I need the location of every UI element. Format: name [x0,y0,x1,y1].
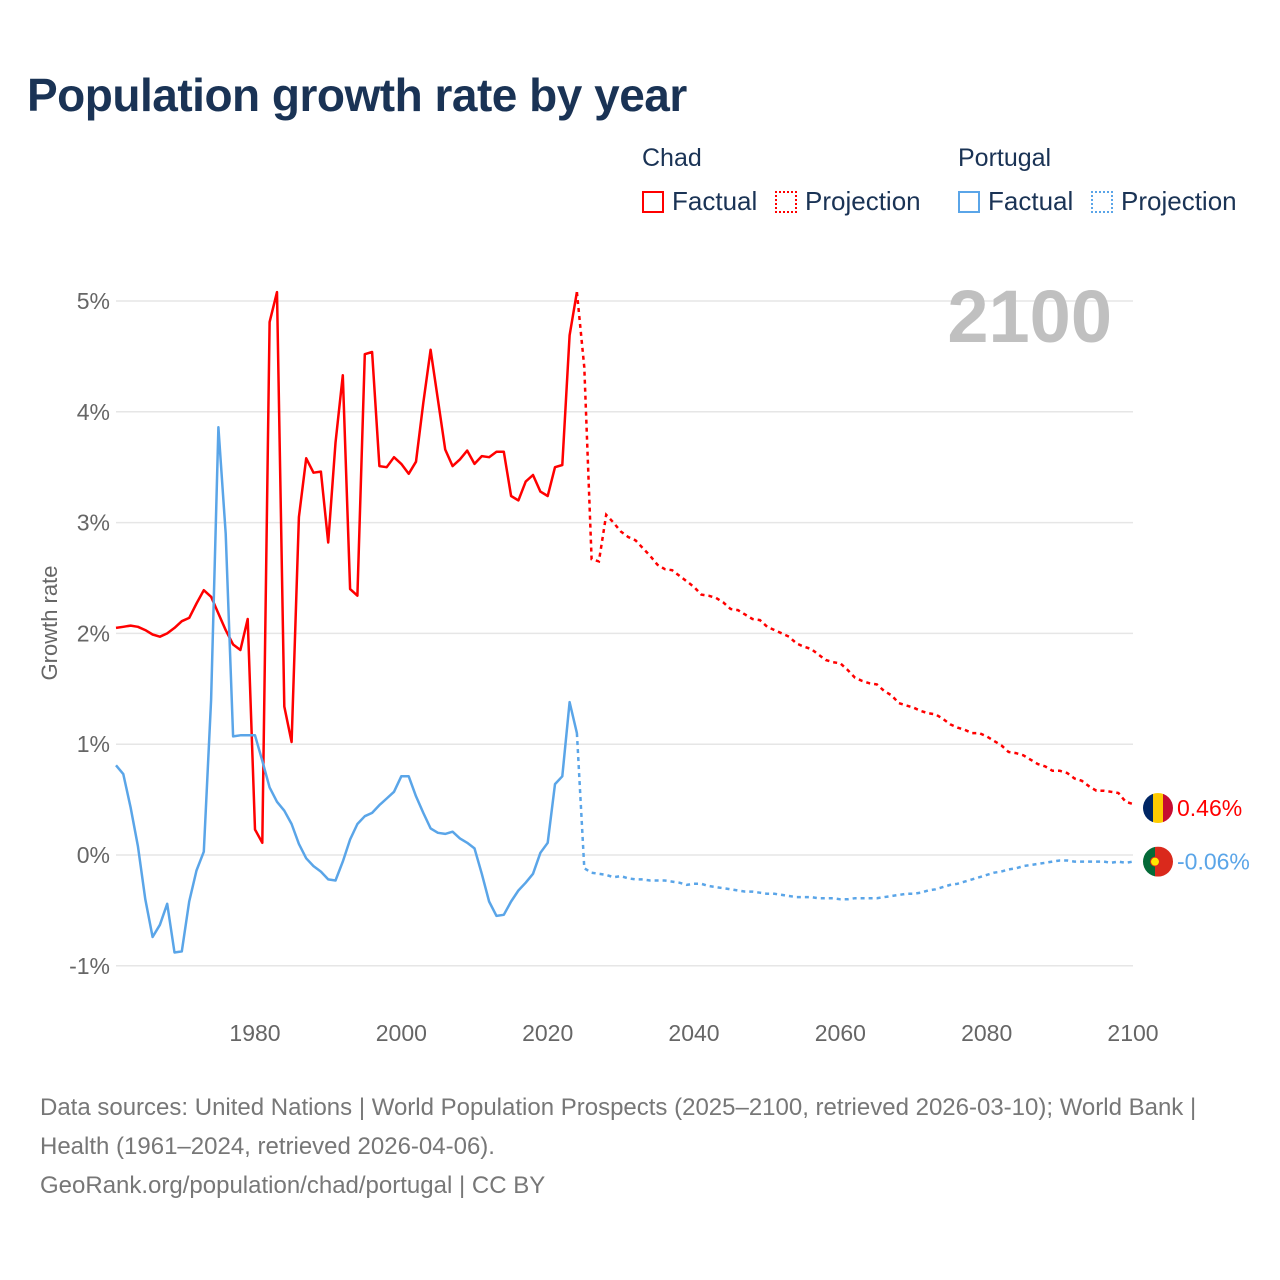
y-tick-label: 4% [77,399,110,425]
portugal-projection-line [575,733,1134,901]
portugal-factual-line [115,426,579,954]
x-tick-label: 2040 [668,1020,719,1046]
x-tick-label: 2000 [376,1020,427,1046]
portugal-flag-icon [1143,846,1173,877]
legend-chad-projection[interactable]: Projection [775,186,921,217]
x-tick-label: 1980 [229,1020,280,1046]
legend-label: Projection [805,186,921,216]
y-tick-label: -1% [69,953,110,979]
x-tick-label: 2100 [1107,1020,1158,1046]
legend-label: Factual [988,186,1074,216]
y-tick-label: 0% [77,842,110,868]
legend-chad-factual[interactable]: Factual [642,186,757,217]
year-overlay: 2100 [947,275,1112,358]
y-tick-label: 3% [77,510,110,536]
legend-portugal-factual[interactable]: Factual [958,186,1073,217]
chad-flag-icon [1143,793,1173,824]
legend-group-portugal: Portugal [958,144,1052,172]
chad-end-label: 0.46% [1177,795,1242,821]
chad-factual-line [115,290,579,845]
legend-swatch [775,190,797,213]
attribution-link[interactable]: GeoRank.org/population/chad/portugal | C… [40,1172,546,1199]
sources-line: Data sources: United Nations | World Pop… [40,1094,1197,1160]
legend-swatch [642,190,664,213]
chad-projection-line [575,291,1134,806]
legend-swatch [958,190,980,213]
sources-text: Data sources: United Nations | World Pop… [40,1088,1240,1205]
x-tick-label: 2060 [815,1020,866,1046]
y-tick-label: 5% [77,288,110,314]
x-tick-label: 2080 [961,1020,1012,1046]
legend-portugal-projection[interactable]: Projection [1091,186,1237,217]
x-tick-label: 2020 [522,1020,573,1046]
y-tick-label: 2% [77,620,110,646]
y-tick-label: 1% [77,731,110,757]
chart-title: Population growth rate by year [27,69,687,121]
legend-label: Factual [672,186,758,216]
portugal-end-label: -0.06% [1177,849,1250,875]
legend-label: Projection [1121,186,1237,216]
legend-swatch [1091,190,1113,213]
legend-group-chad: Chad [642,144,702,172]
